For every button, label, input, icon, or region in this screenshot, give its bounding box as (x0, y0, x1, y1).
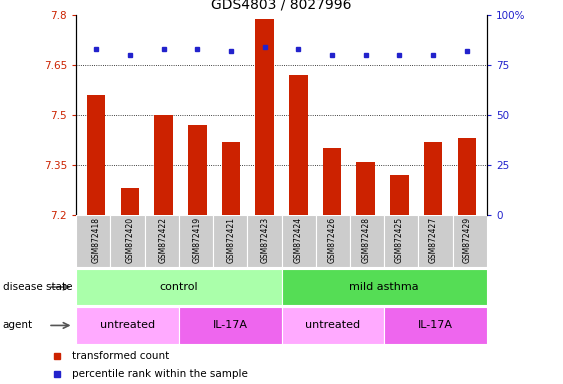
Bar (385, 215, 418, 267)
Bar (76, 215, 110, 267)
Text: GSM872425: GSM872425 (395, 217, 404, 263)
Text: GSM872428: GSM872428 (361, 217, 370, 263)
Text: agent: agent (3, 320, 33, 331)
Bar (179, 307, 282, 344)
Text: control: control (159, 282, 198, 292)
Text: GSM872427: GSM872427 (428, 217, 437, 263)
Bar (384, 307, 487, 344)
Text: untreated: untreated (100, 320, 155, 331)
Bar (390, 175, 409, 215)
Bar (179, 215, 213, 267)
Bar (418, 215, 453, 267)
Text: disease state: disease state (3, 282, 72, 292)
Bar (87, 95, 105, 215)
Text: untreated: untreated (305, 320, 360, 331)
Bar (282, 269, 487, 305)
Bar (316, 215, 350, 267)
Bar (453, 215, 487, 267)
Text: mild asthma: mild asthma (350, 282, 419, 292)
Text: GSM872423: GSM872423 (260, 217, 269, 263)
Bar (222, 142, 240, 215)
Text: GSM872422: GSM872422 (159, 217, 168, 263)
Text: GSM872421: GSM872421 (226, 217, 235, 263)
Bar (356, 162, 375, 215)
Bar (323, 149, 341, 215)
Text: IL-17A: IL-17A (418, 320, 453, 331)
Bar (76, 307, 179, 344)
Bar (110, 215, 145, 267)
Bar (145, 215, 179, 267)
Text: GSM872424: GSM872424 (294, 217, 303, 263)
Text: GSM872429: GSM872429 (462, 217, 471, 263)
Bar (424, 142, 443, 215)
Text: IL-17A: IL-17A (213, 320, 248, 331)
Bar (120, 189, 139, 215)
Text: transformed count: transformed count (72, 351, 169, 361)
Bar (188, 125, 207, 215)
Bar (256, 19, 274, 215)
Bar (76, 269, 282, 305)
Bar (289, 75, 307, 215)
Text: percentile rank within the sample: percentile rank within the sample (72, 369, 248, 379)
Title: GDS4803 / 8027996: GDS4803 / 8027996 (211, 0, 352, 12)
Text: GSM872419: GSM872419 (193, 217, 202, 263)
Bar (282, 215, 316, 267)
Bar (154, 115, 173, 215)
Text: GSM872426: GSM872426 (328, 217, 337, 263)
Bar (282, 307, 384, 344)
Text: GSM872418: GSM872418 (92, 217, 101, 263)
Bar (350, 215, 385, 267)
Bar (247, 215, 282, 267)
Bar (458, 139, 476, 215)
Bar (213, 215, 247, 267)
Text: GSM872420: GSM872420 (126, 217, 135, 263)
